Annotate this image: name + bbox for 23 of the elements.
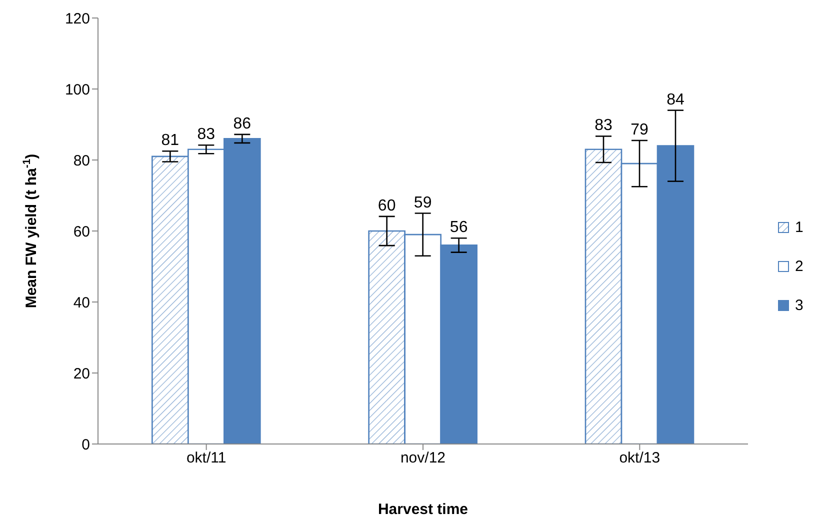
y-tick-label: 0 — [82, 436, 90, 454]
legend-label: 1 — [795, 218, 804, 236]
data-label: 79 — [630, 121, 648, 138]
x-axis-title: Harvest time — [378, 501, 468, 518]
legend-label: 3 — [795, 296, 804, 314]
y-tick-label: 100 — [64, 81, 90, 98]
y-tick-label: 40 — [73, 294, 90, 312]
y-tick-label: 80 — [73, 152, 90, 170]
legend-label: 2 — [795, 258, 804, 274]
x-tick-label: okt/11 — [186, 450, 226, 467]
data-label: 60 — [378, 197, 396, 214]
data-label: 84 — [666, 91, 684, 108]
x-tick-label: nov/12 — [400, 450, 446, 467]
data-label: 83 — [197, 126, 216, 144]
data-label: 86 — [233, 115, 252, 132]
y-tick-label: 120 — [64, 10, 90, 28]
data-label: 59 — [414, 194, 432, 212]
data-label: 83 — [594, 117, 612, 134]
data-label: 56 — [450, 219, 468, 236]
y-tick-label: 60 — [73, 223, 90, 240]
y-tick-label: 20 — [73, 365, 90, 382]
data-label: 81 — [161, 132, 180, 150]
x-tick-label: okt/13 — [619, 450, 660, 467]
